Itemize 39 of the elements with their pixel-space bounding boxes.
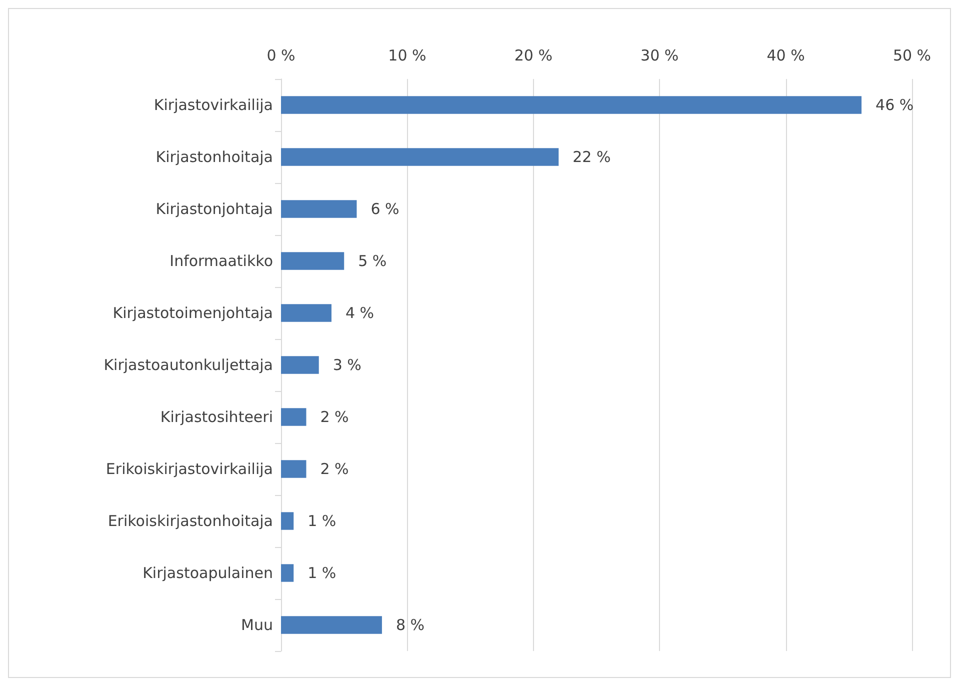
data-label: 46 % <box>876 96 914 114</box>
bar <box>281 564 294 582</box>
y-tick-label: Informaatikko <box>170 252 273 270</box>
y-tick-label: Kirjastosihteeri <box>160 408 273 426</box>
y-tick-label: Kirjastoautonkuljettaja <box>104 356 273 374</box>
data-label: 1 % <box>308 512 336 530</box>
data-label: 5 % <box>358 252 387 270</box>
y-tick-label: Kirjastoapulainen <box>142 564 273 582</box>
bar <box>281 200 357 218</box>
bar <box>281 252 344 270</box>
bar <box>281 512 294 530</box>
data-label: 1 % <box>308 564 336 582</box>
data-label: 2 % <box>320 460 349 478</box>
y-tick-label: Muu <box>241 616 273 634</box>
y-tick-label: Erikoiskirjastovirkailija <box>106 460 273 478</box>
y-tick-label: Kirjastovirkailija <box>154 96 273 114</box>
bar <box>281 304 332 322</box>
bar <box>281 616 382 634</box>
x-tick-label: 30 % <box>640 46 679 64</box>
y-tick-label: Kirjastonjohtaja <box>156 200 273 218</box>
y-tick-label: Kirjastonhoitaja <box>156 148 273 166</box>
x-tick-label: 40 % <box>766 46 805 64</box>
data-label: 6 % <box>370 200 400 218</box>
x-tick-label: 10 % <box>388 46 426 64</box>
bar <box>281 148 559 166</box>
y-tick-label: Kirjastotoimenjohtaja <box>112 304 273 322</box>
data-label: 22 % <box>572 148 611 166</box>
bar <box>281 408 306 426</box>
x-tick-label: 20 % <box>514 46 552 64</box>
data-label: 4 % <box>345 304 374 322</box>
data-label: 2 % <box>320 408 349 426</box>
x-tick-label: 0 % <box>266 46 296 64</box>
bar <box>281 460 306 478</box>
y-tick-label: Erikoiskirjastonhoitaja <box>108 512 273 530</box>
bar <box>281 356 319 374</box>
x-tick-label: 50 % <box>892 46 932 64</box>
data-label: 3 % <box>332 356 362 374</box>
data-label: 8 % <box>396 616 425 634</box>
bar <box>281 96 862 114</box>
